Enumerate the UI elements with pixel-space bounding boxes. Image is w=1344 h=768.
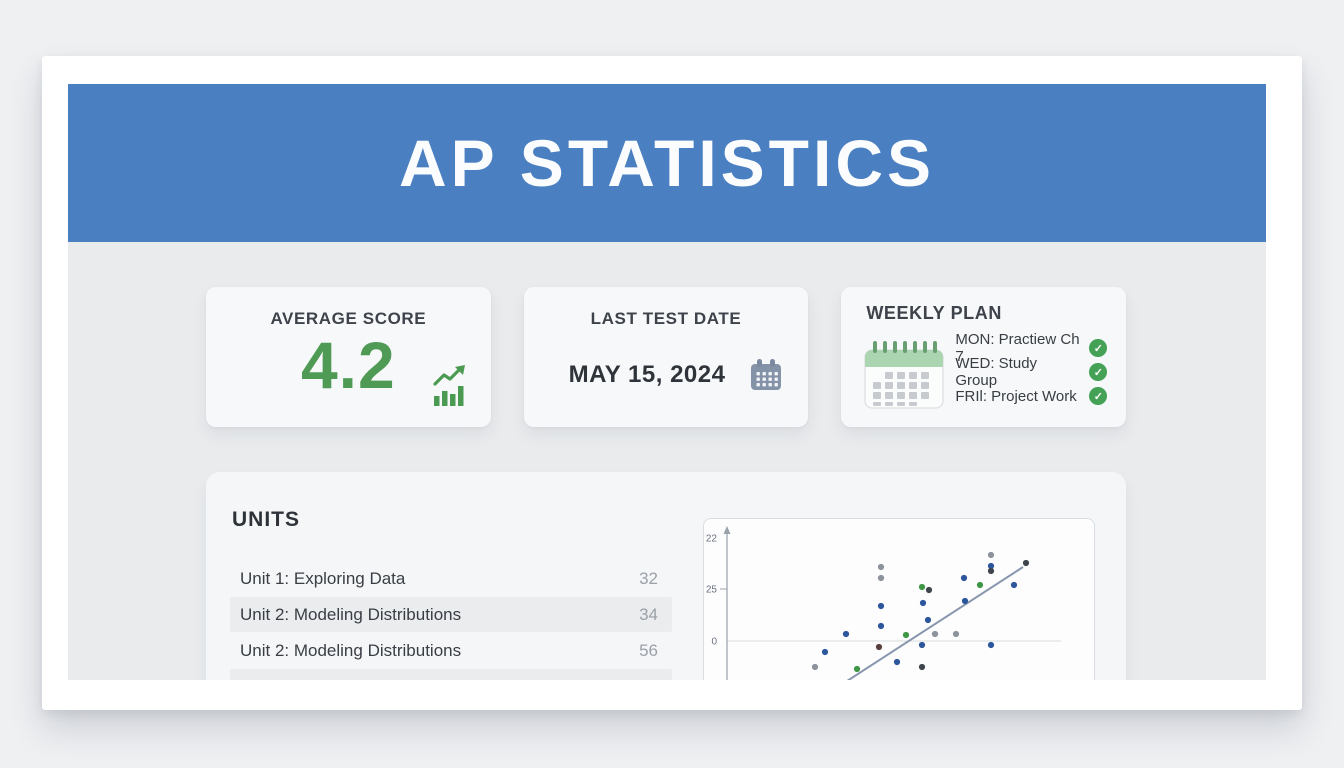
scatter-chart: 22 25 0 (703, 518, 1095, 680)
svg-text:0: 0 (711, 637, 717, 648)
check-icon: ✓ (1089, 363, 1108, 381)
unit-row[interactable]: Unit 2: Modeling Distributions 34 (230, 597, 672, 632)
unit-score: 32 (639, 568, 658, 588)
calendar-icon (748, 357, 784, 393)
last-test-date-card: LAST TEST DATE MAY 15, 2024 (523, 287, 809, 427)
units-heading: UNITS (232, 508, 300, 531)
units-card: UNITS Unit 1: Exploring Data 32 Unit 2: Mo… (206, 472, 1126, 680)
plan-text: MON: Practiew Ch 7 (955, 331, 1080, 365)
stat-cards-row: AVERAGE SCORE 4.2 LAST TEST DATE MAY 15,… (206, 287, 1127, 427)
unit-score: 56 (639, 640, 658, 660)
trending-up-bars-icon (433, 365, 467, 407)
main-panel: AP STATISTICS AVERAGE SCORE 4.2 (42, 56, 1302, 710)
weekly-plan-list: MON: Practiew Ch 7 ✓ WED: Study Group ✓ FRIl… (955, 331, 1108, 408)
page-title: AP STATISTICS (398, 126, 936, 200)
weekly-plan-item: MON: Practiew Ch 7 ✓ (955, 331, 1108, 365)
last-test-date-label: LAST TEST DATE (590, 309, 742, 328)
page-header: AP STATISTICS (68, 84, 1266, 242)
plan-text: WED: Study Group (955, 355, 1038, 389)
weekly-plan-item: WED: Study Group ✓ (955, 355, 1108, 389)
plan-text: FRIl: Project Work (955, 387, 1077, 405)
unit-row[interactable] (230, 669, 672, 680)
units-list: Unit 1: Exploring Data 32 Unit 2: Modeling… (230, 561, 672, 680)
unit-label: Unit 2: Modeling Distributions (240, 640, 462, 660)
last-test-date-value: MAY 15, 2024 (568, 361, 726, 388)
content-area: AP STATISTICS AVERAGE SCORE 4.2 (68, 84, 1266, 680)
check-icon: ✓ (1089, 339, 1108, 357)
average-score-value: 4.2 (300, 328, 396, 402)
weekly-plan-item: FRIl: Project Work ✓ (955, 384, 1108, 408)
unit-row[interactable]: Unit 1: Exploring Data 32 (230, 561, 672, 596)
svg-text:22: 22 (706, 534, 718, 545)
calendar-icon (863, 339, 945, 411)
check-icon: ✓ (1089, 387, 1108, 405)
weekly-plan-label: WEEKLY PLAN (866, 303, 1002, 323)
unit-row[interactable]: Unit 2: Modeling Distributions 56 (230, 633, 672, 668)
unit-label: Unit 2: Modeling Distributions (240, 604, 462, 624)
average-score-card: AVERAGE SCORE 4.2 (206, 287, 491, 427)
average-score-label: AVERAGE SCORE (270, 309, 427, 328)
weekly-plan-card: WEEKLY PLAN (841, 287, 1127, 427)
svg-text:25: 25 (706, 585, 718, 596)
unit-score: 34 (639, 604, 658, 624)
unit-label: Unit 1: Exploring Data (240, 568, 406, 588)
